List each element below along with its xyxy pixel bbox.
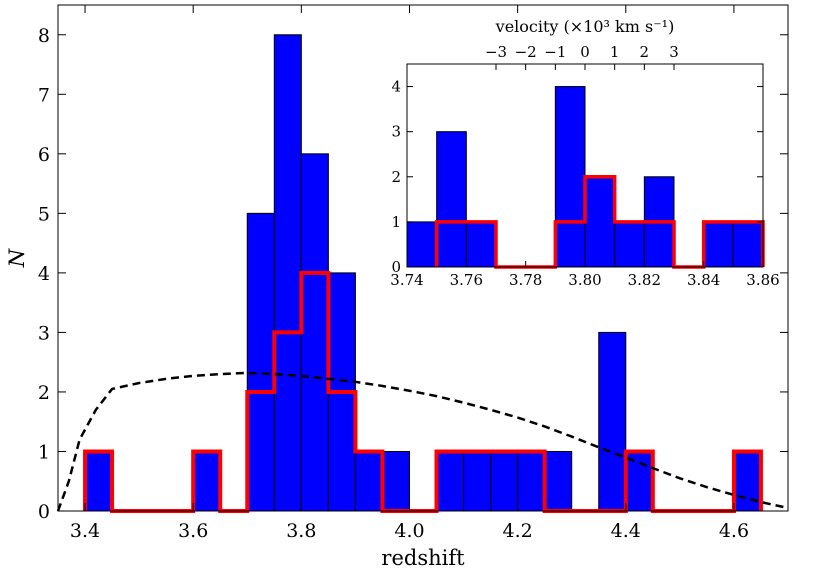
blue-histogram-bar bbox=[84, 450, 113, 512]
y-tick-label: 7 bbox=[38, 84, 50, 106]
inset-histogram-chart: 3.74 3.76 3.78 3.80 3.82 3.84 3.86 0 1 2 3 4 −3 −2 −1 0… bbox=[390, 17, 779, 289]
y-tick-label: 5 bbox=[38, 203, 50, 225]
inset-x-tick-label: 3.86 bbox=[746, 271, 779, 289]
velocity-tick-label: 3 bbox=[669, 43, 679, 61]
inset-x-tick-label: 3.74 bbox=[390, 271, 423, 289]
inset-x-tick-label: 3.80 bbox=[568, 271, 601, 289]
x-tick-label: 3.6 bbox=[178, 520, 208, 542]
inset-y-tick-label: 1 bbox=[391, 213, 401, 231]
inset-x-tick-label: 3.78 bbox=[509, 271, 542, 289]
x-tick-label: 3.4 bbox=[70, 520, 100, 542]
inset-blue-histogram-bar bbox=[406, 221, 438, 268]
velocity-tick-label: 2 bbox=[640, 43, 650, 61]
blue-histogram-bar bbox=[490, 450, 519, 512]
blue-histogram-bar bbox=[517, 450, 546, 512]
inset-blue-histogram-bar bbox=[732, 221, 764, 268]
velocity-tick-label: −1 bbox=[544, 43, 566, 61]
x-axis-label: redshift bbox=[381, 546, 465, 570]
inset-x-tick-label: 3.82 bbox=[628, 271, 661, 289]
y-tick-label: 1 bbox=[38, 441, 50, 463]
blue-histogram-bar bbox=[192, 450, 221, 512]
blue-histogram-bar bbox=[436, 450, 465, 512]
y-tick-label: 0 bbox=[38, 501, 50, 523]
velocity-axis-label: velocity (×10³ km s⁻¹) bbox=[495, 17, 675, 36]
y-tick-label: 8 bbox=[38, 25, 50, 47]
selection-function-dashed-line bbox=[56, 371, 789, 512]
blue-histogram-bar bbox=[273, 34, 302, 512]
y-tick-label: 2 bbox=[38, 382, 50, 404]
inset-blue-histogram-bar bbox=[703, 221, 734, 268]
inset-x-tick-label: 3.84 bbox=[687, 271, 720, 289]
x-tick-label: 4.2 bbox=[503, 520, 533, 542]
y-tick-label: 6 bbox=[38, 144, 50, 166]
inset-x-tick-label: 3.76 bbox=[450, 271, 483, 289]
x-tick-label: 4.4 bbox=[611, 520, 641, 542]
main-histogram-chart: 3.4 3.6 3.8 4.0 4.2 4.4 4.6 0 1 2 3 4 5 6 7 8 redshift N bbox=[5, 4, 789, 570]
y-axis-label: N bbox=[5, 248, 29, 268]
blue-histogram-bar bbox=[354, 450, 383, 512]
velocity-tick-label: −2 bbox=[515, 43, 537, 61]
blue-histogram-bar bbox=[625, 450, 654, 512]
inset-blue-histogram-bar bbox=[554, 86, 586, 268]
inset-y-tick-label: 0 bbox=[391, 258, 401, 276]
inset-blue-histogram-bar bbox=[584, 176, 616, 268]
inset-y-tick-label: 3 bbox=[391, 123, 401, 141]
x-tick-label: 3.8 bbox=[286, 520, 316, 542]
velocity-tick-label: 1 bbox=[610, 43, 620, 61]
velocity-tick-label: −3 bbox=[485, 43, 507, 61]
x-tick-label: 4.6 bbox=[719, 520, 749, 542]
blue-histogram-bar bbox=[381, 450, 410, 512]
blue-histogram-bar bbox=[544, 450, 573, 512]
inset-blue-histogram-bar bbox=[465, 221, 497, 268]
red-step-histogram bbox=[83, 270, 763, 513]
blue-histogram-bar bbox=[246, 212, 275, 512]
inset-blue-histogram-bar bbox=[436, 131, 467, 268]
inset-y-tick-label: 2 bbox=[391, 168, 401, 186]
blue-histogram-bar bbox=[598, 331, 627, 512]
x-tick-label: 4.0 bbox=[394, 520, 424, 542]
y-tick-label: 4 bbox=[38, 263, 50, 285]
y-tick-label: 3 bbox=[38, 322, 50, 344]
inset-red-step-histogram bbox=[434, 175, 765, 269]
blue-histogram-bar bbox=[463, 450, 492, 512]
inset-blue-histogram-bar bbox=[614, 221, 645, 268]
plot-frame bbox=[57, 4, 789, 512]
velocity-tick-label: 0 bbox=[580, 43, 590, 61]
inset-y-tick-label: 4 bbox=[391, 78, 401, 96]
blue-histogram-bar bbox=[300, 153, 329, 512]
